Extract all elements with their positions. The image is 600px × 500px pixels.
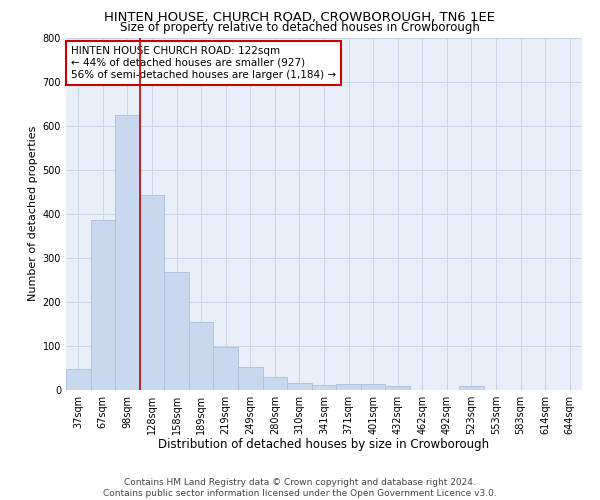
Y-axis label: Number of detached properties: Number of detached properties bbox=[28, 126, 38, 302]
Bar bbox=[459, 386, 484, 390]
Bar bbox=[66, 370, 91, 390]
Bar bbox=[140, 195, 164, 390]
Bar bbox=[115, 114, 140, 390]
Bar bbox=[336, 384, 361, 390]
X-axis label: Distribution of detached houses by size in Crowborough: Distribution of detached houses by size … bbox=[158, 438, 490, 452]
Bar bbox=[214, 347, 238, 390]
Text: HINTEN HOUSE CHURCH ROAD: 122sqm
← 44% of detached houses are smaller (927)
56% : HINTEN HOUSE CHURCH ROAD: 122sqm ← 44% o… bbox=[71, 46, 336, 80]
Bar bbox=[164, 272, 189, 390]
Bar bbox=[91, 220, 115, 390]
Bar bbox=[189, 322, 214, 390]
Bar bbox=[287, 382, 312, 390]
Bar bbox=[385, 386, 410, 390]
Bar bbox=[238, 366, 263, 390]
Text: HINTEN HOUSE, CHURCH ROAD, CROWBOROUGH, TN6 1EE: HINTEN HOUSE, CHURCH ROAD, CROWBOROUGH, … bbox=[104, 11, 496, 24]
Bar bbox=[312, 385, 336, 390]
Text: Contains HM Land Registry data © Crown copyright and database right 2024.
Contai: Contains HM Land Registry data © Crown c… bbox=[103, 478, 497, 498]
Bar bbox=[263, 377, 287, 390]
Bar bbox=[361, 384, 385, 390]
Text: Size of property relative to detached houses in Crowborough: Size of property relative to detached ho… bbox=[120, 22, 480, 35]
